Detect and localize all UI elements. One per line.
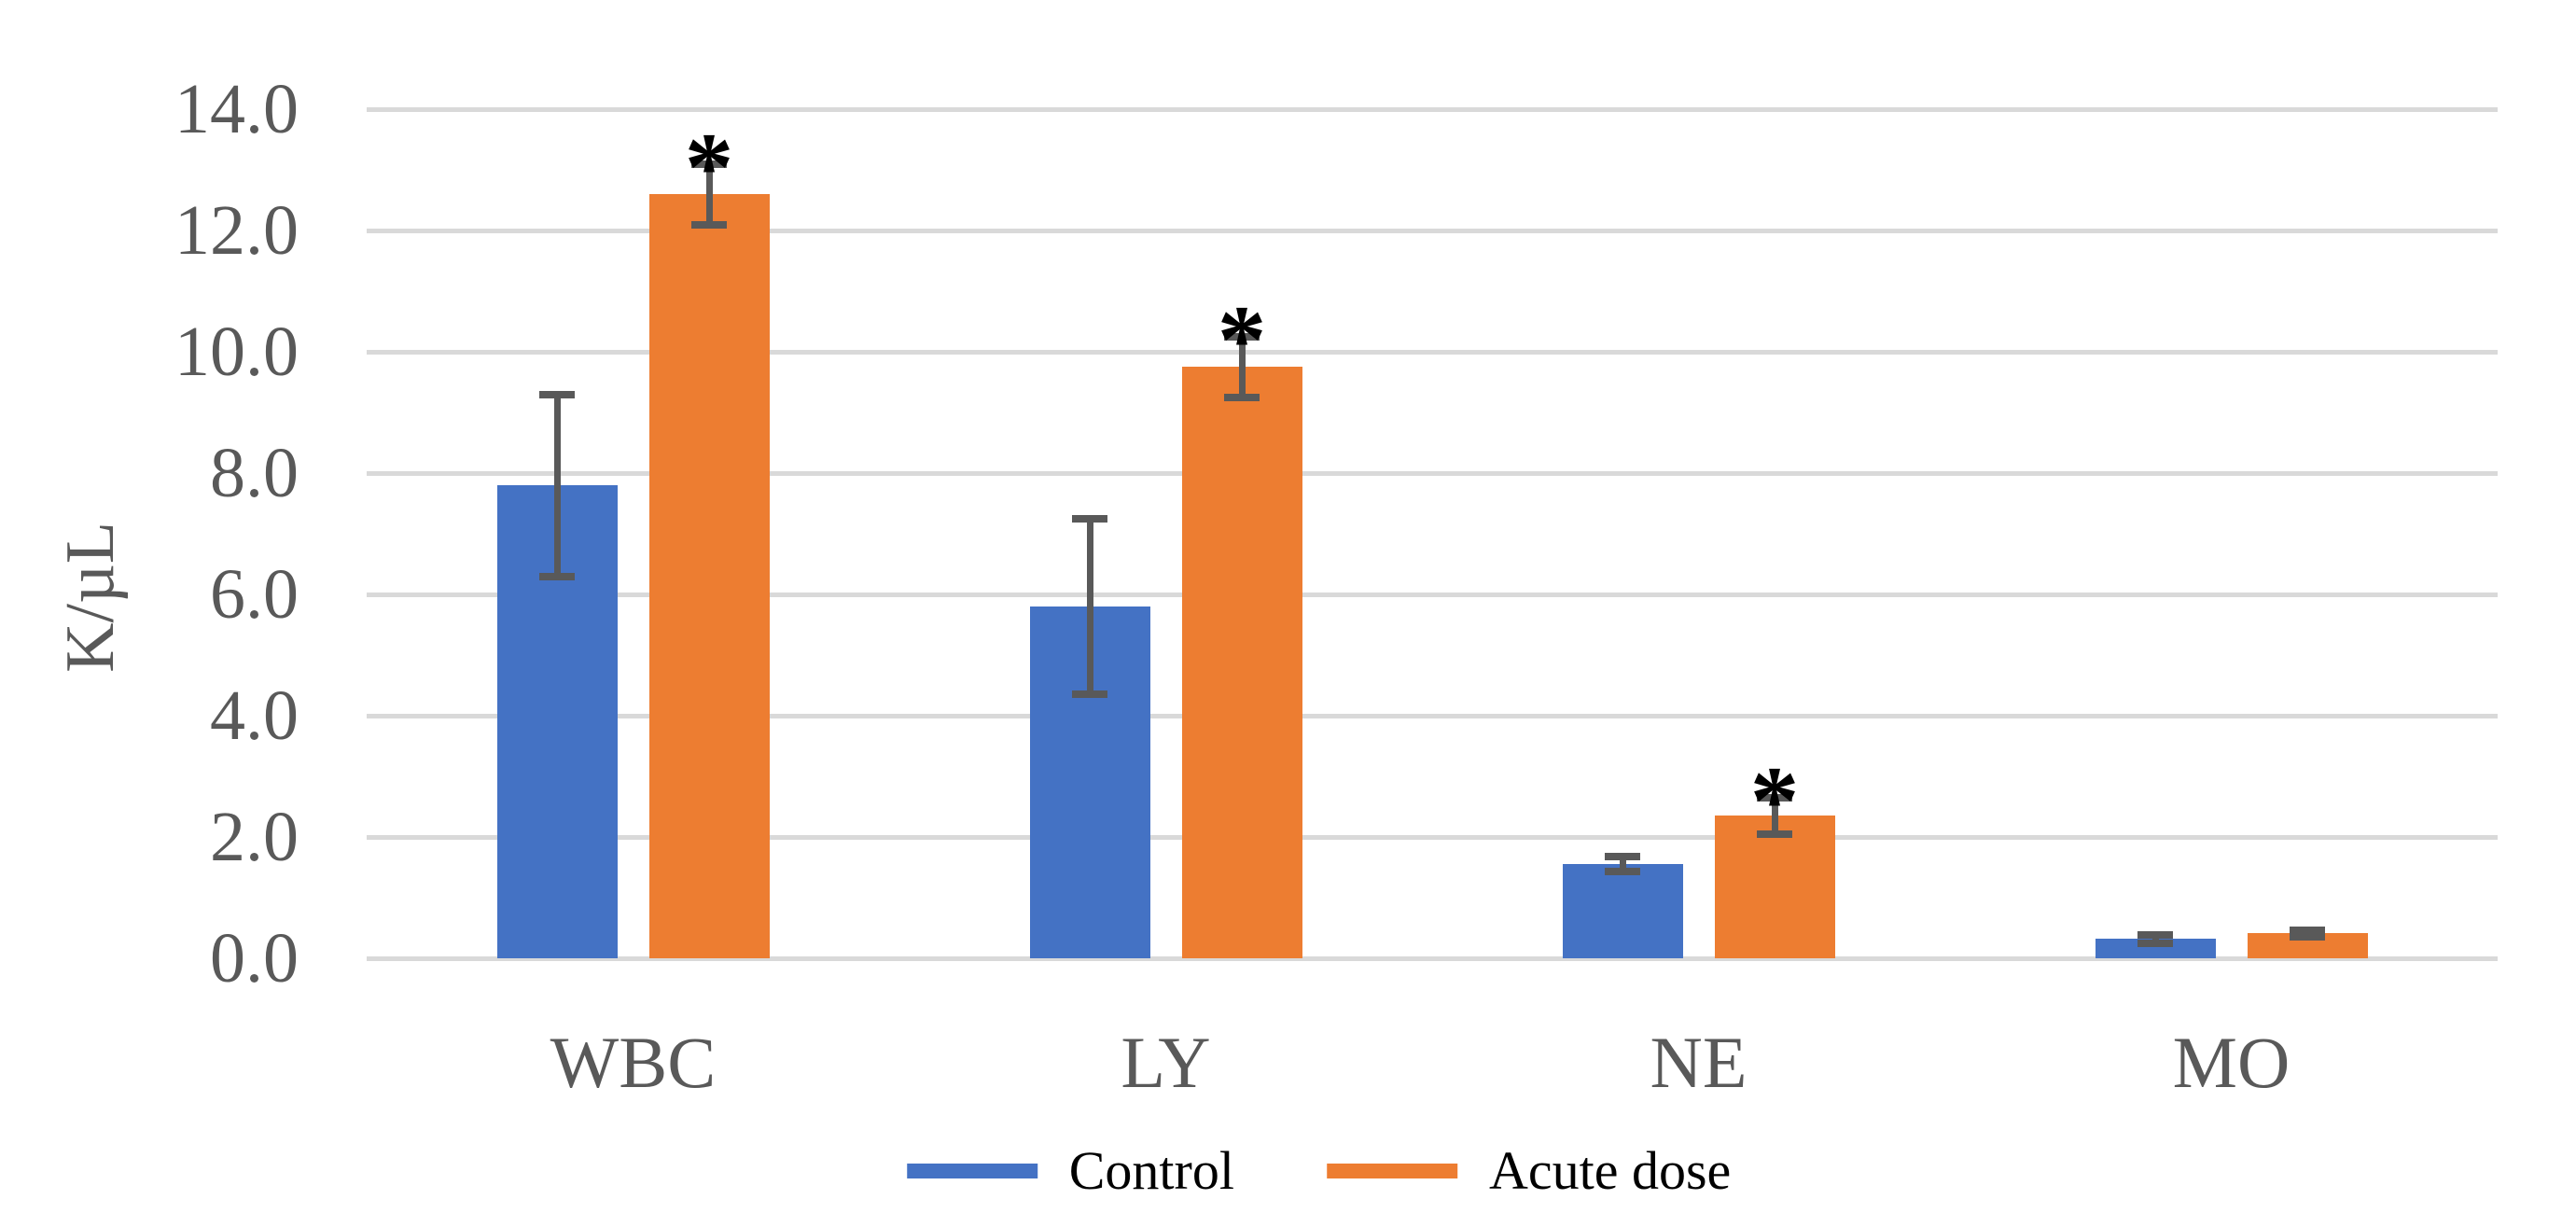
category-label-ly: LY <box>1121 1022 1211 1103</box>
significance-asterisk-acute-dose-wbc: * <box>684 112 734 221</box>
bar-control-mo <box>2096 939 2216 958</box>
error-bar-cap-top-acute-dose-ly <box>1224 333 1260 341</box>
error-bar-cap-top-control-ne <box>1605 853 1640 860</box>
error-bar-control-ly <box>1087 519 1093 695</box>
error-bar-cap-bottom-acute-dose-mo <box>2290 933 2325 941</box>
bar-acute-dose-ly <box>1182 367 1302 958</box>
error-bar-cap-top-control-wbc <box>539 391 575 398</box>
category-label-wbc: WBC <box>550 1022 717 1103</box>
error-bar-cap-top-acute-dose-mo <box>2290 927 2325 934</box>
error-bar-cap-bottom-control-wbc <box>539 573 575 580</box>
bar-control-ne <box>1563 864 1683 958</box>
gridline-6 <box>367 593 2498 597</box>
legend-label-control: Control <box>1068 1140 1234 1201</box>
gridline-2 <box>367 835 2498 840</box>
legend-swatch-acute-dose <box>1326 1164 1457 1178</box>
error-bar-cap-bottom-control-ly <box>1072 690 1107 698</box>
significance-asterisk-acute-dose-ly: * <box>1217 285 1267 394</box>
y-tick-4.0: 4.0 <box>210 676 299 755</box>
legend: Control Acute dose <box>906 1132 1732 1210</box>
legend-item-acute-dose: Acute dose <box>1326 1134 1732 1208</box>
error-bar-acute-dose-ne <box>1772 798 1778 834</box>
error-bar-cap-bottom-acute-dose-wbc <box>691 221 727 229</box>
y-tick-10.0: 10.0 <box>174 313 299 391</box>
gridline-0 <box>367 956 2498 961</box>
legend-item-control: Control <box>906 1134 1234 1208</box>
y-tick-14.0: 14.0 <box>174 70 299 148</box>
legend-label-acute-dose: Acute dose <box>1488 1140 1732 1201</box>
y-tick-8.0: 8.0 <box>210 434 299 512</box>
y-tick-2.0: 2.0 <box>210 798 299 876</box>
gridline-12 <box>367 229 2498 233</box>
gridline-8 <box>367 471 2498 476</box>
error-bar-cap-top-control-ly <box>1072 515 1107 523</box>
gridline-10 <box>367 350 2498 355</box>
gridline-4 <box>367 714 2498 718</box>
error-bar-cap-top-acute-dose-ne <box>1757 794 1792 802</box>
error-bar-cap-top-acute-dose-wbc <box>691 160 727 168</box>
category-label-mo: MO <box>2172 1022 2291 1103</box>
error-bar-cap-bottom-acute-dose-ne <box>1757 830 1792 838</box>
error-bar-acute-dose-ly <box>1239 337 1246 397</box>
gridline-14 <box>367 107 2498 112</box>
error-bar-cap-bottom-acute-dose-ly <box>1224 394 1260 401</box>
error-bar-cap-bottom-control-mo <box>2137 940 2173 947</box>
error-bar-acute-dose-wbc <box>706 164 713 225</box>
error-bar-control-mo <box>2152 935 2159 943</box>
y-tick-12.0: 12.0 <box>174 191 299 270</box>
plot-area: * * * <box>367 107 2498 961</box>
category-label-ne: NE <box>1650 1022 1748 1103</box>
bar-acute-dose-ne <box>1715 816 1835 958</box>
y-tick-0.0: 0.0 <box>210 919 299 997</box>
y-tick-6.0: 6.0 <box>210 555 299 634</box>
significance-asterisk-acute-dose-ne: * <box>1749 746 1800 855</box>
error-bar-cap-top-control-mo <box>2137 931 2173 939</box>
error-bar-cap-bottom-control-ne <box>1605 868 1640 875</box>
bar-acute-dose-wbc <box>649 194 770 958</box>
error-bar-control-ne <box>1620 857 1626 871</box>
legend-swatch-control <box>906 1164 1037 1178</box>
error-bar-control-wbc <box>554 395 561 577</box>
